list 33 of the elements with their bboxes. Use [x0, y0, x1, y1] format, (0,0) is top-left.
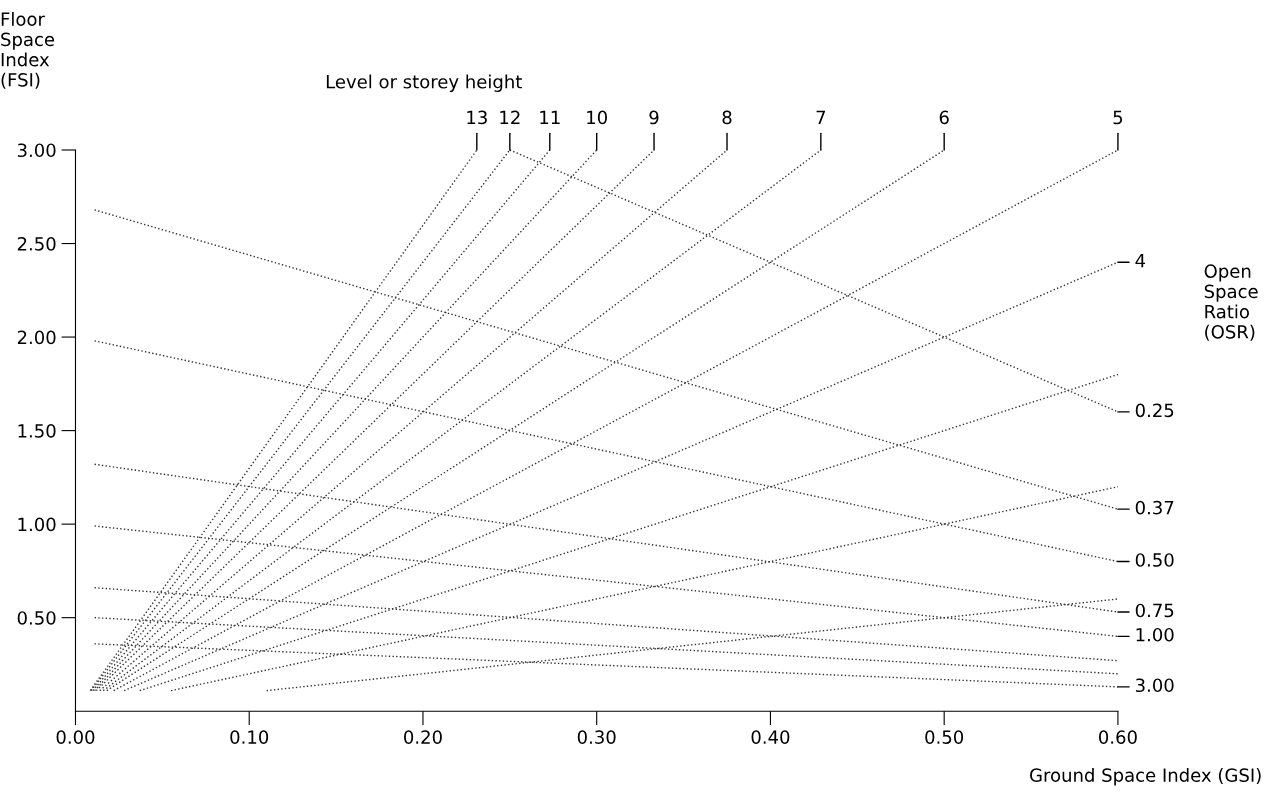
series-label: 0.25	[1135, 403, 1174, 418]
x-tick-label: 0.50	[925, 730, 964, 744]
series-label: 1.00	[1136, 627, 1174, 642]
y-tick-label: 2.50	[17, 236, 56, 251]
series-label: 7	[816, 110, 826, 125]
series-label: 0.37	[1135, 500, 1174, 515]
series-label: 4	[1135, 254, 1146, 268]
x-axis-title: Ground Space Index (GSI)	[1030, 768, 1261, 786]
series-label: 8	[722, 110, 732, 125]
series-label: 0.50	[1135, 553, 1174, 567]
x-tick-label: 0.60	[1099, 730, 1137, 744]
x-tick-label: 0.00	[56, 730, 95, 744]
series-label: 5	[1113, 110, 1123, 125]
series-label: 11	[540, 110, 560, 125]
y-tick-label: 0.50	[17, 611, 56, 625]
y-tick-label: 2.00	[17, 330, 56, 345]
x-tick-label: 0.40	[751, 730, 790, 744]
y2-axis-title: Open Space Ratio (OSR)	[1204, 264, 1258, 341]
x-tick-label: 0.20	[404, 730, 442, 744]
series-label: 6	[939, 110, 949, 125]
series-label: 0.75	[1135, 603, 1174, 618]
y-tick-label: 1.50	[18, 424, 56, 438]
series-label: 12	[500, 110, 520, 125]
y-tick-label: 3.00	[17, 143, 56, 158]
series-label: 3.00	[1135, 678, 1174, 693]
series-label: 13	[467, 110, 487, 125]
series-label: 9	[649, 110, 659, 125]
text: Level or storey height	[326, 74, 522, 92]
x-tick-label: 0.30	[577, 730, 616, 744]
x-tick-label: 0.10	[230, 730, 269, 744]
y-tick-label: 1.00	[18, 517, 56, 532]
y-axis-title: Floor Space Index (FSI)	[1, 12, 55, 89]
series-label: 10	[587, 110, 607, 125]
